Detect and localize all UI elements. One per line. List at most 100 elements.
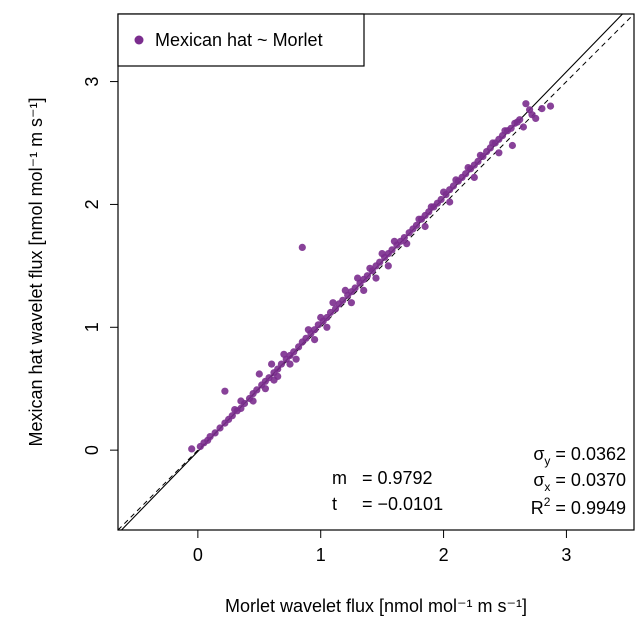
data-point [519,123,528,131]
data-point [546,102,555,110]
data-point [421,222,429,231]
data-point [286,360,294,368]
data-point [378,250,386,258]
y-tick-label: 1 [82,322,102,332]
stat-entry: R2 = 0.9949 [531,495,626,518]
data-point [449,182,457,190]
data-point [474,157,482,165]
data-point [302,334,310,342]
data-point [366,264,374,272]
data-point [470,173,478,181]
data-point [339,296,347,304]
data-point [388,246,396,254]
data-point [508,141,516,150]
data-point [326,308,335,317]
data-point [462,170,470,178]
data-point [268,360,276,368]
data-point [360,286,368,294]
data-point [317,313,325,322]
data-point [446,198,454,206]
data-point [464,164,472,172]
data-point [507,124,515,132]
data-point [314,321,322,329]
data-point [513,118,521,126]
data-point [437,195,445,204]
data-point [341,286,349,294]
data-point [538,105,546,113]
data-point [376,258,384,266]
data-point [347,299,355,307]
data-point [274,365,282,373]
data-point [290,348,298,356]
data-point [452,176,460,184]
data-point [412,221,421,229]
data-point [277,360,285,368]
data-point [522,100,530,108]
data-point [211,429,219,437]
stat-label: m [332,468,347,488]
x-tick-label: 1 [316,545,326,565]
data-point [351,284,359,292]
data-point [188,445,196,453]
data-point [329,299,337,307]
data-point [270,376,278,384]
data-point [400,234,408,242]
data-point [311,326,319,334]
data-points [188,100,555,453]
data-point [292,355,300,363]
legend-marker [134,35,144,45]
data-point [354,274,362,282]
data-point [384,262,392,270]
plot-frame [117,13,635,531]
data-point [231,406,239,414]
data-point [261,385,269,393]
data-point [363,272,371,280]
legend-label: Mexican hat ~ Morlet [155,30,323,50]
fit-stats: m = 0.9792 t = −0.0101 [332,468,443,514]
data-point [427,203,435,211]
x-axis: 0 1 2 3 [193,530,571,565]
data-point [390,237,398,245]
stat-label: t [332,494,337,514]
data-point [489,139,497,147]
data-point [323,313,331,322]
y-tick-label: 0 [82,445,102,455]
stat-value: = 0.9792 [362,468,433,488]
data-point [403,240,411,248]
data-point [221,387,229,395]
y-tick-label: 3 [82,77,102,87]
data-point [249,397,257,405]
data-point [495,149,503,157]
x-axis-label: Morlet wavelet flux [nmol mol⁻¹ m s⁻¹] [225,596,527,616]
data-point [323,323,331,331]
legend-box [117,13,365,67]
data-point [372,274,380,282]
data-point [501,127,509,135]
data-point [298,243,306,251]
data-point [255,370,263,378]
y-axis: 0 1 2 3 [82,77,118,455]
x-tick-label: 0 [193,545,203,565]
data-point [415,215,423,223]
stat-value: = −0.0101 [362,494,443,514]
stat-entry: σy = 0.0362 [533,444,626,468]
y-axis-label: Mexican hat wavelet flux [nmol mol⁻¹ m s… [26,97,46,446]
data-point [331,305,340,313]
data-point [304,326,312,334]
data-point [216,424,224,432]
data-point [253,386,261,394]
legend: Mexican hat ~ Morlet [117,13,365,67]
data-point [206,433,214,441]
stat-entry: σx = 0.0370 [533,470,626,494]
data-point [237,397,245,405]
data-point [295,343,303,351]
data-point [311,336,319,344]
data-point [228,412,236,420]
x-tick-label: 2 [439,545,449,565]
data-point [280,350,288,358]
data-point [476,151,484,159]
data-point [440,188,448,196]
data-point [528,111,536,119]
